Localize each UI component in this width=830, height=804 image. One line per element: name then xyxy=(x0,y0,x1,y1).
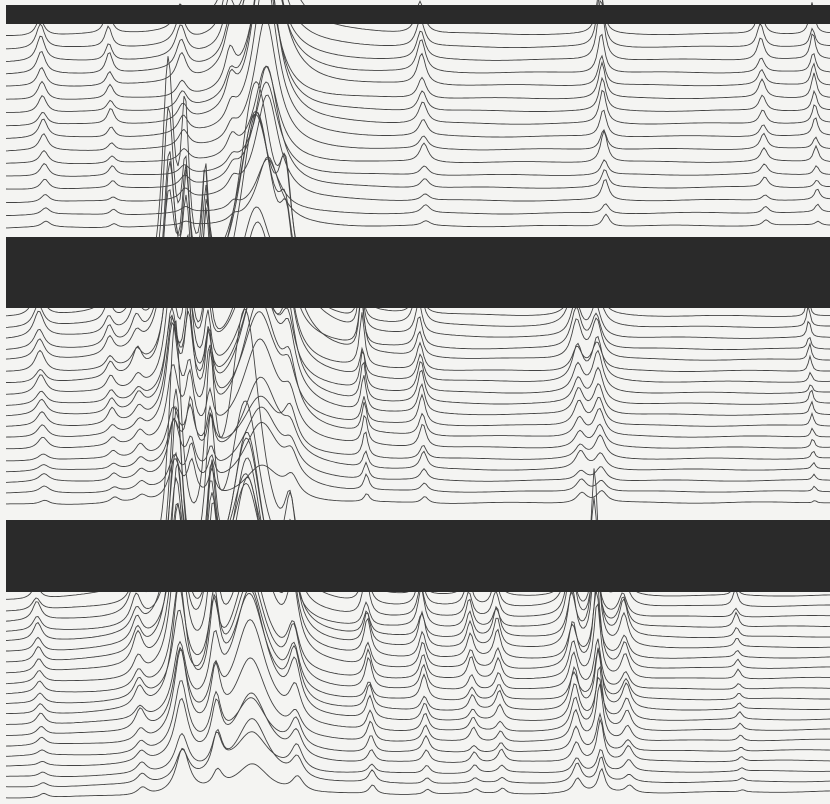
band-bottom xyxy=(6,520,830,592)
spectrum-trace xyxy=(5,692,830,767)
spectrum-trace xyxy=(5,94,830,203)
band-middle xyxy=(6,237,830,308)
spectrum-trace xyxy=(5,111,830,361)
spectrum-trace xyxy=(5,421,830,494)
spectrum-trace xyxy=(5,158,830,217)
spectrum-trace xyxy=(5,747,830,799)
spectrum-trace xyxy=(5,264,830,395)
spectrum-trace xyxy=(6,0,830,113)
spectrum-trace xyxy=(5,151,830,351)
spectrum-trace xyxy=(5,280,830,406)
spectrum-trace xyxy=(6,619,830,736)
spectrum-trace xyxy=(6,395,830,462)
spectrum-trace xyxy=(5,582,830,704)
spectrum-trace xyxy=(6,221,830,383)
spectrum-trace xyxy=(6,81,830,177)
spectrum-trace xyxy=(5,648,830,747)
spectrum-trace xyxy=(5,303,830,427)
spectrum-trace xyxy=(6,457,830,663)
spectrum-trace xyxy=(5,570,830,695)
spectrum-trace xyxy=(6,680,830,757)
spectrum-trace xyxy=(6,0,830,100)
traces xyxy=(5,0,830,799)
spectrum-trace xyxy=(6,588,830,725)
spectrum-trace xyxy=(5,0,830,63)
spectrum-trace xyxy=(5,65,830,165)
spectrum-trace xyxy=(5,17,830,152)
spectrum-trace xyxy=(5,521,830,685)
spectrum-trace xyxy=(6,578,830,715)
band-top xyxy=(6,5,830,24)
spectrum-trace xyxy=(5,298,830,438)
spectrum-trace xyxy=(6,0,830,127)
spectrum-trace xyxy=(6,731,830,777)
spectrum-trace xyxy=(6,0,830,50)
spectrum-trace xyxy=(5,0,830,75)
spectrum-trace xyxy=(6,338,830,450)
spectrum-trace xyxy=(6,156,830,229)
spectrum-trace xyxy=(5,0,830,139)
spectrum-trace xyxy=(5,406,830,483)
spectrum-trace xyxy=(5,245,830,372)
spectrum-trace xyxy=(5,476,830,674)
spectrum-trace xyxy=(5,65,830,190)
spectrum-trace xyxy=(5,405,830,641)
spectrum-trace xyxy=(5,718,830,788)
spectrum-trace xyxy=(6,457,830,505)
spectrum-trace xyxy=(5,462,830,632)
spectrum-trace xyxy=(5,277,830,417)
spectrum-trace xyxy=(6,431,830,652)
spectrum-trace xyxy=(6,376,830,473)
spectrum-trace xyxy=(5,0,830,87)
